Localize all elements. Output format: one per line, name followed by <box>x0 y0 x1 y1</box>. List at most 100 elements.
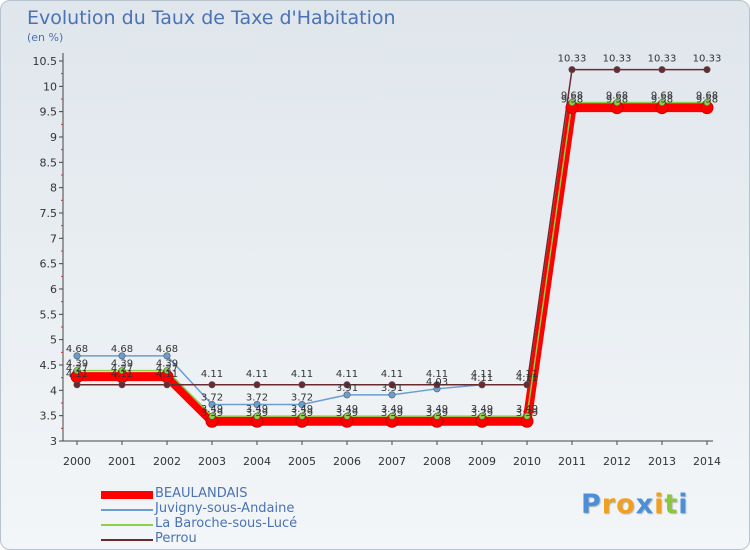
data-label-perrou: 4.11 <box>201 369 223 380</box>
data-point-juvigny <box>253 401 261 409</box>
data-label-la-baroche: 3.49 <box>201 404 223 415</box>
data-point-juvigny <box>388 391 396 399</box>
x-tick-label: 2003 <box>198 455 226 468</box>
logo-letter: x <box>635 489 655 520</box>
y-tick-label: 3.5 <box>40 410 58 423</box>
y-tick-label: 6 <box>50 283 57 296</box>
data-label-beaulandais: 3.39 <box>426 408 448 419</box>
x-tick-label: 2008 <box>423 455 451 468</box>
data-label-la-baroche: 9.68 <box>606 91 628 102</box>
data-point-juvigny <box>298 401 306 409</box>
x-tick-label: 2004 <box>243 455 271 468</box>
data-label-beaulandais: 4.27 <box>111 364 133 375</box>
data-label-beaulandais: 9.58 <box>651 95 673 106</box>
data-label-perrou: 4.11 <box>66 369 88 380</box>
data-point-la-baroche <box>253 412 261 420</box>
logo-letter: i <box>678 489 689 520</box>
data-point-perrou <box>298 381 306 389</box>
data-point-la-baroche <box>208 412 216 420</box>
x-tick-label: 2006 <box>333 455 361 468</box>
data-label-la-baroche: 3.49 <box>381 404 403 415</box>
data-label-juvigny: 4.11 <box>471 373 493 384</box>
data-point-perrou <box>118 381 126 389</box>
data-point-perrou <box>343 381 351 389</box>
x-tick-label: 2011 <box>558 455 586 468</box>
data-point-la-baroche <box>658 99 666 107</box>
data-point-perrou <box>478 381 486 389</box>
y-tick-label: 8.5 <box>40 156 58 169</box>
logo-letter: i <box>654 489 665 520</box>
data-point-la-baroche <box>703 99 711 107</box>
data-point-perrou <box>253 381 261 389</box>
x-tick-label: 2001 <box>108 455 136 468</box>
legend-swatch-perrou <box>101 539 153 541</box>
data-point-perrou <box>658 66 666 74</box>
data-point-la-baroche <box>163 367 171 375</box>
data-point-perrou <box>73 381 81 389</box>
data-label-la-baroche: 3.49 <box>426 404 448 415</box>
data-label-perrou: 10.33 <box>558 54 587 65</box>
data-label-perrou: 10.33 <box>693 54 722 65</box>
y-tick-label: 8 <box>50 182 57 195</box>
legend-label-beaulandais: BEAULANDAIS <box>155 486 248 501</box>
data-label-juvigny: 4.11 <box>516 373 538 384</box>
data-point-juvigny <box>343 391 351 399</box>
data-label-la-baroche: 9.68 <box>696 91 718 102</box>
x-tick-label: 2002 <box>153 455 181 468</box>
data-label-perrou: 4.11 <box>381 369 403 380</box>
data-label-juvigny: 4.68 <box>111 344 133 355</box>
data-point-juvigny <box>208 401 216 409</box>
data-point-juvigny <box>118 352 126 360</box>
x-tick-label: 2013 <box>648 455 676 468</box>
y-tick-label: 4.5 <box>40 359 58 372</box>
data-label-beaulandais: 9.58 <box>561 95 583 106</box>
data-label-perrou: 4.11 <box>111 369 133 380</box>
data-label-la-baroche: 3.49 <box>246 404 268 415</box>
data-label-la-baroche: 9.68 <box>651 91 673 102</box>
data-label-perrou: 4.11 <box>156 369 178 380</box>
data-label-beaulandais: 4.27 <box>66 364 88 375</box>
legend-swatch-juvigny <box>101 509 153 511</box>
legend-swatch-beaulandais <box>101 491 153 499</box>
data-label-perrou: 10.33 <box>603 54 632 65</box>
y-unit-label: (en %) <box>27 31 64 44</box>
legend-label-la-baroche: La Baroche-sous-Lucé <box>155 516 298 531</box>
data-label-juvigny: 3.72 <box>246 393 268 404</box>
data-label-perrou: 4.11 <box>516 369 538 380</box>
data-label-beaulandais: 3.39 <box>336 408 358 419</box>
data-label-beaulandais: 3.39 <box>246 408 268 419</box>
data-label-la-baroche: 3.49 <box>336 404 358 415</box>
data-label-la-baroche: 9.68 <box>561 91 583 102</box>
data-label-beaulandais: 3.39 <box>471 408 493 419</box>
x-tick-label: 2009 <box>468 455 496 468</box>
data-label-beaulandais: 9.58 <box>696 95 718 106</box>
data-label-perrou: 4.11 <box>336 369 358 380</box>
data-label-juvigny: 3.91 <box>381 383 403 394</box>
x-tick-label: 2005 <box>288 455 316 468</box>
data-point-la-baroche <box>523 412 531 420</box>
legend-swatch-la-baroche <box>101 524 153 526</box>
data-point-perrou <box>388 381 396 389</box>
data-point-perrou <box>703 66 711 74</box>
data-point-perrou <box>208 381 216 389</box>
y-tick-label: 10.5 <box>33 55 58 68</box>
y-tick-label: 6.5 <box>40 258 58 271</box>
data-label-juvigny: 3.72 <box>201 393 223 404</box>
legend-label-perrou: Perrou <box>155 531 197 546</box>
data-point-juvigny <box>163 352 171 360</box>
data-label-la-baroche: 3.49 <box>291 404 313 415</box>
data-point-la-baroche <box>613 99 621 107</box>
data-label-perrou: 4.11 <box>246 369 268 380</box>
data-point-perrou <box>568 66 576 74</box>
logo-letter: P <box>581 489 602 520</box>
data-point-perrou <box>433 381 441 389</box>
data-label-la-baroche: 3.49 <box>471 404 493 415</box>
data-label-beaulandais: 3.39 <box>201 408 223 419</box>
x-tick-label: 2010 <box>513 455 541 468</box>
data-point-perrou <box>163 381 171 389</box>
data-label-beaulandais: 3.39 <box>381 408 403 419</box>
series-line-perrou <box>76 68 708 386</box>
data-point-juvigny <box>73 352 81 360</box>
